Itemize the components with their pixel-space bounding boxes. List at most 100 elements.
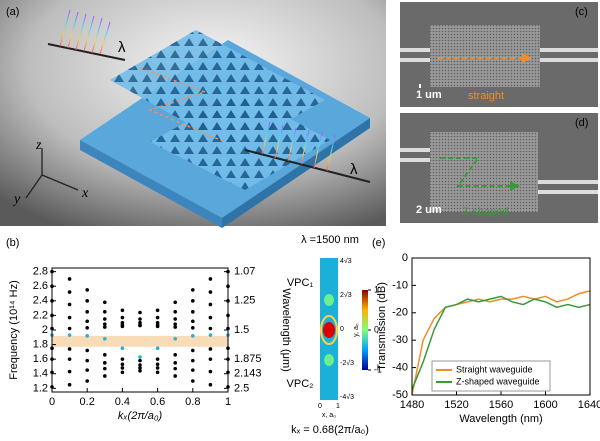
- spectrum-in: [59, 9, 111, 55]
- band-point: [67, 326, 72, 331]
- y2-tick-label: 2.143: [234, 368, 262, 380]
- band-point: [103, 325, 107, 329]
- light-path: [139, 67, 226, 143]
- band-point: [208, 357, 213, 361]
- crystal-pattern: [150, 92, 330, 190]
- band-point: [120, 315, 125, 320]
- y2-tick-label: 1.07: [234, 266, 255, 278]
- band-point: [85, 348, 89, 353]
- band-point: [208, 277, 213, 281]
- axis-z: z: [35, 138, 42, 153]
- field-caption: kₓ = 0.68(2π/a₀): [291, 424, 369, 436]
- plot-frame: [411, 257, 591, 396]
- x-tick-label: 0: [49, 396, 55, 408]
- sem-crystal: [430, 25, 540, 87]
- y2-axis-label: Wavelength (μm): [280, 288, 292, 372]
- band-point: [120, 370, 125, 375]
- map-ytick: 4√3: [340, 257, 352, 265]
- band-point: [208, 315, 213, 320]
- x-tick-label: 0.8: [185, 396, 200, 408]
- panel-label: (d): [575, 117, 588, 129]
- band-point: [173, 353, 177, 357]
- band-point: [67, 315, 72, 320]
- band-point: [138, 320, 142, 325]
- band-point: [103, 366, 107, 371]
- band-point: [208, 333, 213, 337]
- panel-d: 2 um Z-shaped (d): [400, 113, 598, 223]
- plot-frame: [51, 267, 229, 393]
- y-tick-label: 2.6: [33, 280, 48, 292]
- map-ytick: 0: [340, 326, 344, 333]
- band-point: [191, 334, 195, 338]
- field-title: λ =1500 nm: [301, 234, 359, 246]
- band-point: [191, 319, 195, 324]
- band-point: [173, 322, 177, 326]
- panel-label: (b): [6, 237, 19, 249]
- band-point: [155, 320, 160, 325]
- axis-x: x: [81, 186, 89, 201]
- band-point: [103, 361, 107, 365]
- panel-label: (a): [6, 6, 19, 18]
- y-tick-label: -40: [392, 362, 408, 374]
- band-point: [173, 300, 177, 305]
- y-tick-label: 1.8: [33, 338, 48, 350]
- band-point: [138, 355, 142, 359]
- band-point: [85, 299, 89, 303]
- band-point: [67, 333, 72, 337]
- band-point: [191, 288, 195, 292]
- caption: Z-shaped: [462, 206, 508, 218]
- band-point: [103, 317, 107, 321]
- x-tick-label: 1560: [489, 399, 513, 411]
- band-point: [191, 326, 195, 330]
- band-point: [208, 382, 213, 387]
- band-point: [173, 374, 177, 378]
- band-point: [85, 309, 89, 314]
- band-point: [173, 366, 177, 371]
- y-tick-label: -50: [392, 389, 408, 401]
- colorbar-label: 0: [374, 324, 379, 334]
- beam: [47, 43, 126, 61]
- band-point: [67, 302, 72, 307]
- legend-label: Straight waveguide: [456, 364, 533, 374]
- band-point: [103, 309, 107, 314]
- band-point: [138, 369, 142, 373]
- caption: straight: [468, 90, 504, 102]
- band-point: [67, 369, 72, 374]
- band-point: [85, 288, 89, 292]
- band-point: [138, 363, 142, 367]
- band-point: [191, 348, 195, 353]
- y-tick-label: -20: [392, 307, 408, 319]
- band-point: [120, 357, 125, 361]
- x-tick-label: 1600: [533, 399, 557, 411]
- y-tick-label: 1.2: [33, 382, 48, 394]
- band-point: [67, 382, 72, 387]
- band-point: [155, 308, 160, 313]
- band-point: [67, 347, 72, 351]
- band-point: [155, 315, 160, 320]
- map-ylabel: y, a₀: [353, 323, 360, 337]
- y-tick-label: 1.6: [33, 353, 48, 365]
- band-point: [85, 319, 89, 324]
- band-point: [191, 358, 195, 363]
- panel-a: λ λ z y x (a): [0, 0, 386, 228]
- band-point: [155, 370, 160, 375]
- scale-label: 1 um: [416, 89, 442, 101]
- band-point: [85, 368, 89, 372]
- colorbar-label: -1: [374, 364, 382, 374]
- band-point: [85, 358, 89, 363]
- lambda-out: λ: [350, 161, 358, 178]
- bandgap: [52, 335, 228, 347]
- scale-label: 2 um: [416, 204, 442, 216]
- band-point: [120, 366, 125, 370]
- y-axis-label: Transmission (dB): [376, 282, 388, 371]
- band-point: [103, 336, 107, 341]
- band-point: [67, 277, 72, 281]
- band-point: [120, 346, 125, 351]
- y-tick-label: 2.8: [33, 266, 48, 278]
- band-point: [120, 308, 125, 313]
- y-tick-label: 2.2: [33, 309, 48, 321]
- band-point: [173, 361, 177, 365]
- band-point: [208, 290, 213, 294]
